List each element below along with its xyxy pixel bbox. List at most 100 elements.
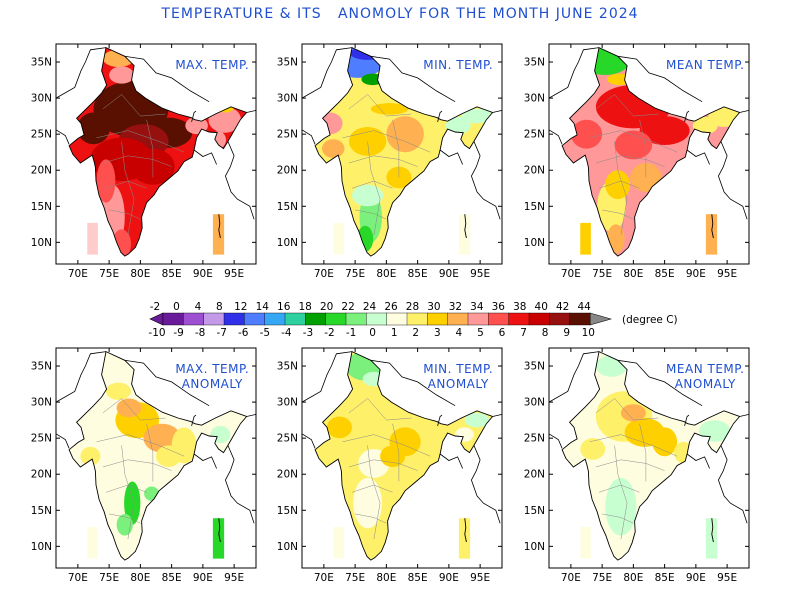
state-boundary bbox=[589, 130, 678, 153]
lat-label: 15N bbox=[31, 505, 52, 517]
andaman-inset bbox=[705, 214, 718, 255]
panel-frame bbox=[301, 347, 503, 569]
lon-label: 80E bbox=[376, 572, 396, 584]
country-border bbox=[686, 453, 710, 469]
lon-label: 80E bbox=[130, 268, 150, 280]
lon-label: 85E bbox=[162, 268, 182, 280]
country-border bbox=[55, 47, 107, 99]
lat-label: 15N bbox=[524, 201, 545, 213]
andaman-islands bbox=[464, 518, 467, 543]
field-patch bbox=[327, 416, 352, 439]
lat-label: 20N bbox=[277, 469, 298, 481]
colorbar-bottom-label: 8 bbox=[542, 327, 549, 339]
state-boundary bbox=[595, 459, 665, 471]
state-boundary bbox=[96, 130, 185, 153]
lon-label: 90E bbox=[193, 572, 213, 584]
field-patch bbox=[570, 119, 603, 149]
lat-label: 30N bbox=[31, 397, 52, 409]
colorbar-bottom-label: 5 bbox=[477, 327, 484, 339]
state-boundary bbox=[602, 209, 634, 220]
state-boundary bbox=[109, 209, 141, 220]
colorbar-swatch bbox=[427, 312, 449, 326]
colorbar-top-label: 14 bbox=[256, 301, 270, 313]
lat-label: 35N bbox=[31, 361, 52, 373]
lon-label: 90E bbox=[193, 268, 213, 280]
field-patch bbox=[96, 159, 116, 203]
colorbar-top-label: 0 bbox=[173, 301, 180, 313]
colorbar-top-label: 44 bbox=[577, 301, 591, 313]
lon-label: 95E bbox=[717, 572, 737, 584]
lat-label: 35N bbox=[277, 361, 298, 373]
country-border bbox=[124, 359, 210, 407]
country-border bbox=[370, 55, 456, 103]
lat-label: 25N bbox=[277, 129, 298, 141]
country-border bbox=[193, 453, 217, 469]
state-boundary bbox=[105, 180, 147, 189]
lat-label: 10N bbox=[524, 237, 545, 249]
country-border bbox=[439, 149, 463, 165]
colorbar-top-label: 16 bbox=[277, 301, 291, 313]
field-patch bbox=[353, 477, 382, 529]
field-patch bbox=[674, 441, 693, 464]
state-boundary bbox=[96, 434, 185, 457]
state-boundary bbox=[342, 434, 431, 457]
colorbar-top-label: 28 bbox=[406, 301, 419, 313]
colorbar-swatch bbox=[406, 312, 428, 326]
lat-label: 20N bbox=[31, 165, 52, 177]
lon-label: 90E bbox=[686, 572, 706, 584]
state-boundary bbox=[146, 423, 154, 482]
colorbar-top-label: 22 bbox=[341, 301, 354, 313]
lat-label: 10N bbox=[277, 541, 298, 553]
colorbar-bottom-label: -3 bbox=[303, 327, 313, 339]
panel-label: MEAN TEMP. bbox=[666, 58, 744, 72]
lon-label: 85E bbox=[655, 572, 675, 584]
panel-max-temp-anomaly: 35N 30N 25N 20N 15N 10N 70E 75E 80E 85E 90E 95E MAX.… bbox=[31, 347, 257, 584]
colorbar-bottom-label: 0 bbox=[369, 327, 376, 339]
country-border bbox=[684, 414, 690, 427]
colorbar-bottom-label: -9 bbox=[173, 327, 183, 339]
colorbar-bottom-label: -1 bbox=[346, 327, 356, 339]
lat-label: 30N bbox=[524, 93, 545, 105]
colorbar-bottom-label: -7 bbox=[216, 327, 226, 339]
state-boundary bbox=[121, 141, 135, 236]
colorbar-bottom-label: 1 bbox=[391, 327, 398, 339]
andaman-islands bbox=[218, 214, 221, 239]
state-boundary bbox=[342, 130, 431, 153]
lat-label: 10N bbox=[277, 237, 298, 249]
lon-label: 70E bbox=[314, 268, 334, 280]
colorbar-swatch bbox=[488, 312, 510, 326]
country-border bbox=[224, 445, 255, 524]
lon-label: 70E bbox=[68, 268, 88, 280]
colorbar-bottom-label: -8 bbox=[195, 327, 205, 339]
field-patch bbox=[80, 446, 101, 466]
panel-label: MIN. TEMP. bbox=[423, 58, 493, 72]
state-boundary bbox=[348, 398, 412, 421]
lat-label: 25N bbox=[31, 129, 52, 141]
field-patch bbox=[322, 139, 345, 158]
country-border bbox=[246, 414, 257, 417]
colorbar-top-label: -2 bbox=[150, 301, 160, 313]
state-boundary bbox=[102, 459, 172, 471]
colorbar-swatch bbox=[569, 312, 591, 326]
lon-label: 90E bbox=[686, 268, 706, 280]
panel-frame bbox=[301, 43, 503, 265]
field-patch bbox=[620, 404, 646, 422]
country-border bbox=[224, 141, 255, 220]
country-border bbox=[548, 47, 600, 99]
field-patch bbox=[639, 116, 690, 145]
field-patch bbox=[102, 355, 135, 377]
lat-label: 20N bbox=[524, 165, 545, 177]
panel-mean-temp: 35N 30N 25N 20N 15N 10N 70E 75E 80E 85E 90E 95E MEAN… bbox=[524, 43, 750, 280]
colorbar-bottom-label: 9 bbox=[563, 327, 570, 339]
lon-label: 80E bbox=[623, 268, 643, 280]
field-patch bbox=[116, 398, 142, 418]
field-patch bbox=[605, 477, 637, 536]
country-border bbox=[548, 433, 563, 449]
country-border bbox=[124, 55, 210, 103]
state-boundary bbox=[589, 434, 678, 457]
state-boundary bbox=[595, 94, 659, 117]
colorbar-top-label: 4 bbox=[195, 301, 202, 313]
country-border bbox=[55, 129, 70, 145]
field-patch bbox=[614, 130, 653, 160]
lat-label: 15N bbox=[31, 201, 52, 213]
